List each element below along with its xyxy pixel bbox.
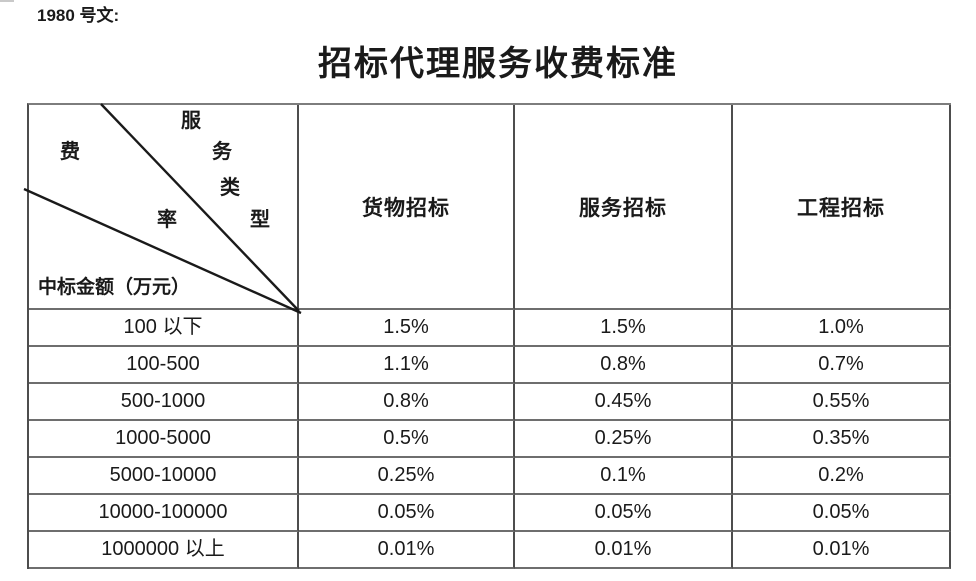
axis-char-service-type-4: 型 [250, 209, 270, 231]
table-cell: 0.35% [733, 421, 951, 458]
axis-char-service-type-3: 类 [220, 177, 240, 199]
table-cell: 0.05% [733, 495, 951, 532]
table-cell: 0.2% [733, 458, 951, 495]
row-label: 10000-100000 [29, 495, 299, 532]
table-cell: 0.45% [515, 384, 733, 421]
row-label: 5000-10000 [29, 458, 299, 495]
table-cell: 0.7% [733, 347, 951, 384]
table-header-row: 服 务 类 型 费 率 中标金额（万元） 货物招标 服务招标 工程招标 [23, 103, 951, 315]
table-row: 5000-10000 0.25% 0.1% 0.2% [29, 458, 951, 495]
table-cell: 0.01% [299, 532, 515, 569]
table-cell: 0.01% [733, 532, 951, 569]
row-label: 1000000 以上 [29, 532, 299, 569]
column-header-engineering: 工程招标 [733, 105, 951, 310]
table-row: 10000-100000 0.05% 0.05% 0.05% [29, 495, 951, 532]
row-label: 100 以下 [29, 310, 299, 347]
doc-number-label: 1980 号文: [37, 6, 120, 25]
table-cell: 1.5% [299, 310, 515, 347]
axis-char-rate-1: 费 [60, 141, 80, 163]
table-row: 1000-5000 0.5% 0.25% 0.35% [29, 421, 951, 458]
table-cell: 0.25% [299, 458, 515, 495]
diagonal-header-cell: 服 务 类 型 费 率 中标金额（万元） [23, 103, 302, 315]
table-row: 1000000 以上 0.01% 0.01% 0.01% [29, 532, 951, 569]
fee-standard-table: 服 务 类 型 费 率 中标金额（万元） 货物招标 服务招标 工程招标 100 … [23, 103, 951, 569]
table-cell: 0.55% [733, 384, 951, 421]
axis-char-service-type-1: 服 [181, 110, 201, 132]
screen-edge-artifact [0, 0, 14, 2]
table-cell: 0.25% [515, 421, 733, 458]
amount-axis-label: 中标金额（万元） [38, 277, 191, 298]
table-cell: 0.1% [515, 458, 733, 495]
table-row: 500-1000 0.8% 0.45% 0.55% [29, 384, 951, 421]
table-cell: 0.8% [299, 384, 515, 421]
row-label: 500-1000 [29, 384, 299, 421]
table-row: 100-500 1.1% 0.8% 0.7% [29, 347, 951, 384]
column-header-goods: 货物招标 [299, 105, 515, 310]
table-cell: 0.01% [515, 532, 733, 569]
axis-char-service-type-2: 务 [212, 141, 232, 163]
table-cell: 0.5% [299, 421, 515, 458]
column-header-service: 服务招标 [515, 105, 733, 310]
diagonal-divider-lines-icon [23, 103, 302, 315]
table-cell: 1.0% [733, 310, 951, 347]
table-cell: 1.1% [299, 347, 515, 384]
table-cell: 0.8% [515, 347, 733, 384]
table-row: 100 以下 1.5% 1.5% 1.0% [29, 310, 951, 347]
axis-char-rate-2: 率 [157, 209, 177, 231]
table-cell: 0.05% [515, 495, 733, 532]
row-label: 1000-5000 [29, 421, 299, 458]
table-cell: 1.5% [515, 310, 733, 347]
table-cell: 0.05% [299, 495, 515, 532]
row-label: 100-500 [29, 347, 299, 384]
page-title: 招标代理服务收费标准 [318, 46, 678, 83]
